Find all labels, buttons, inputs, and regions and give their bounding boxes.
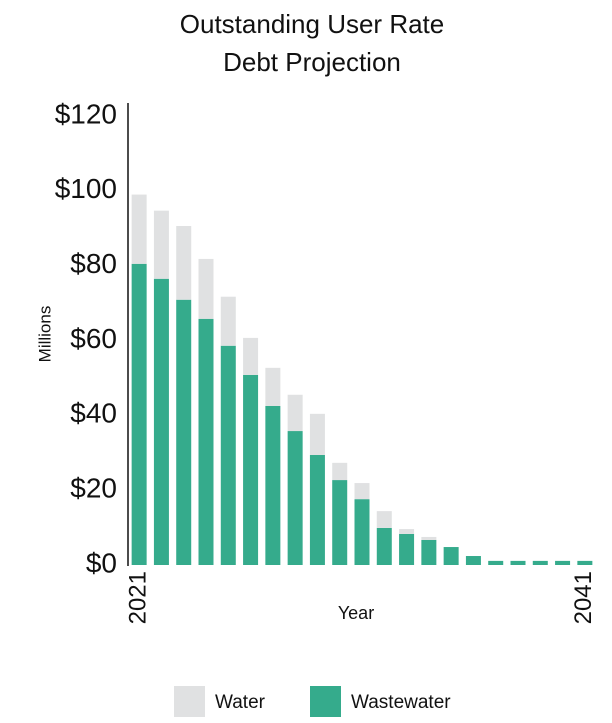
y-tick-label: $0 — [86, 547, 117, 578]
bar-segment — [198, 318, 214, 565]
chart-title: Debt Projection — [223, 47, 401, 77]
bar-segment — [198, 258, 214, 319]
bar-segment — [376, 527, 392, 565]
bar-segment — [332, 462, 348, 481]
x-tick-label: 2021 — [124, 571, 151, 624]
bar-segment — [243, 374, 259, 565]
y-axis-label: Millions — [35, 306, 54, 363]
bar-segment — [309, 454, 325, 565]
bar-segment — [153, 278, 169, 565]
bar-segment — [488, 560, 504, 565]
bar-segment — [354, 499, 370, 565]
bar-segment — [465, 556, 481, 565]
y-tick-label: $60 — [70, 323, 117, 354]
y-tick-label: $120 — [55, 98, 117, 129]
bar-segment — [309, 413, 325, 455]
legend-swatch — [310, 686, 341, 717]
y-tick-label: $40 — [70, 398, 117, 429]
bar-segment — [265, 367, 281, 406]
bar-segment — [131, 263, 147, 565]
bar-segment — [421, 539, 437, 565]
legend-label: Wastewater — [351, 692, 451, 713]
bar-segment — [220, 345, 236, 565]
bar-segment — [243, 337, 259, 375]
y-tick-label: $100 — [55, 173, 117, 204]
chart-title: Outstanding User Rate — [180, 9, 444, 39]
bar-segment — [153, 210, 169, 279]
bar-segment — [176, 226, 192, 300]
bar-segment — [265, 405, 281, 565]
bar-segment — [443, 547, 459, 565]
bar-segment — [131, 194, 147, 264]
bar-segment — [577, 560, 593, 565]
bar-segment — [555, 560, 571, 565]
x-tick-label: 2041 — [570, 571, 597, 624]
bar-segment — [376, 511, 392, 528]
bar-segment — [220, 296, 236, 346]
legend-label: Water — [215, 692, 266, 713]
bar-segment — [287, 394, 303, 432]
y-tick-label: $80 — [70, 248, 117, 279]
bar-segment — [421, 536, 437, 540]
bar-segment — [287, 431, 303, 565]
bar-segment — [399, 533, 415, 565]
y-tick-label: $20 — [70, 473, 117, 504]
legend-swatch — [174, 686, 205, 717]
bar-segment — [332, 480, 348, 565]
bar-segment — [532, 560, 548, 565]
x-axis-label: Year — [338, 603, 374, 623]
bar-segment — [354, 483, 370, 500]
bar-segment — [399, 529, 415, 534]
bar-segment — [176, 299, 192, 565]
bar-segment — [510, 560, 526, 565]
